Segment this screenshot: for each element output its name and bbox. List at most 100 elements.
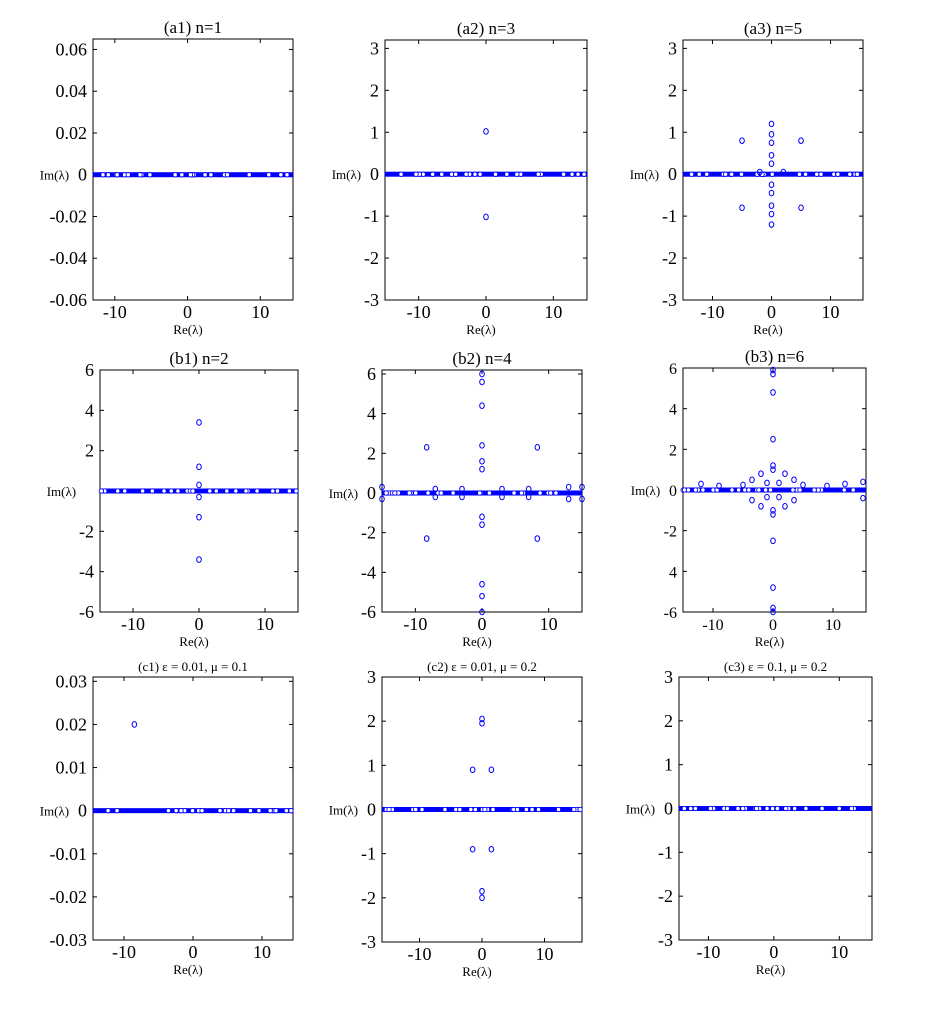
panel-4: (b1) n=2 -10 0 10 -6 -4 -2 2 4 6 Im(λ) Re(λ) xyxy=(47,349,299,649)
y-axis-label: Im(λ) xyxy=(631,483,660,498)
band-marker xyxy=(511,490,517,496)
x-axis-label: Re(λ) xyxy=(462,634,491,649)
data-point xyxy=(776,479,782,487)
data-point xyxy=(770,370,776,378)
band-marker xyxy=(213,488,219,494)
data-point xyxy=(499,493,505,501)
y-tick-label: -1 xyxy=(658,842,673,862)
panel-7: (c1) ε = 0.01, μ = 0.1 -10 0 10 -0.03 -0.02 -0… xyxy=(40,659,294,977)
data-point xyxy=(423,444,430,451)
band-marker xyxy=(796,171,803,177)
panel-5: (b2) n=4 -10 0 10 -6 -4 -2 0 2 4 6 Im(λ) Re(λ) xyxy=(329,349,585,649)
band-marker xyxy=(477,490,483,496)
band-marker xyxy=(419,806,425,813)
band-marker xyxy=(482,806,488,813)
band-marker xyxy=(256,808,262,814)
band-marker xyxy=(818,171,824,177)
data-point xyxy=(479,720,485,727)
x-tick-label: 10 xyxy=(256,614,274,634)
real-axis-eigenvalue-band xyxy=(100,488,298,494)
real-axis-eigenvalue-band xyxy=(385,171,587,177)
data-point xyxy=(479,715,485,723)
data-point xyxy=(479,521,485,529)
data-point xyxy=(579,495,585,503)
band-marker xyxy=(173,808,179,814)
y-tick-label: 6 xyxy=(367,364,376,384)
y-axis-label: Im(λ) xyxy=(626,802,655,817)
x-tick-label: 0 xyxy=(183,302,192,322)
x-tick-label: 0 xyxy=(195,614,204,634)
y-tick-label: 4 xyxy=(669,402,677,419)
band-marker xyxy=(735,805,741,812)
x-tick-label: 0 xyxy=(189,942,198,962)
band-marker xyxy=(165,808,172,814)
panel-6: (b3) n=6 -10 0 10 -6 4 -2 0 2 4 6 Im(λ) Re(λ) xyxy=(631,347,867,649)
band-marker xyxy=(207,488,213,494)
data-point xyxy=(483,128,489,135)
x-tick-label: -10 xyxy=(701,302,725,322)
x-tick-label: 10 xyxy=(825,617,841,634)
y-tick-label: 4 xyxy=(669,564,677,581)
data-point xyxy=(479,402,485,410)
panel-title: (c3) ε = 0.1, μ = 0.2 xyxy=(724,659,827,674)
band-marker xyxy=(740,805,746,812)
band-marker xyxy=(811,487,817,493)
band-marker xyxy=(854,171,860,177)
y-tick-label: -0.02 xyxy=(50,887,88,907)
band-marker xyxy=(560,171,567,177)
data-point xyxy=(824,482,830,490)
x-tick-label: 10 xyxy=(540,614,558,634)
band-marker xyxy=(707,805,714,812)
data-point xyxy=(698,480,704,488)
y-tick-label: 0 xyxy=(78,165,87,185)
panel-title: (a3) n=5 xyxy=(744,19,802,38)
band-marker xyxy=(453,171,459,177)
data-point xyxy=(770,435,776,443)
band-marker xyxy=(472,806,479,813)
data-point xyxy=(768,139,775,147)
band-marker xyxy=(783,805,789,812)
band-marker xyxy=(267,808,273,814)
data-point xyxy=(768,120,775,128)
data-point xyxy=(758,502,764,510)
panel-title: (b3) n=6 xyxy=(745,347,804,366)
data-point xyxy=(716,482,722,490)
y-tick-label: -2 xyxy=(664,524,677,541)
x-tick-label: -10 xyxy=(403,614,427,634)
data-point xyxy=(791,496,797,504)
band-marker xyxy=(286,488,293,494)
real-axis-eigenvalue-band xyxy=(683,487,866,493)
y-axis-label: Im(λ) xyxy=(329,803,358,818)
y-axis-label: Im(λ) xyxy=(630,167,659,182)
y-tick-label: 0.06 xyxy=(56,39,88,59)
band-marker xyxy=(681,805,687,812)
y-tick-label: 0.01 xyxy=(56,758,88,778)
band-marker xyxy=(450,490,456,496)
y-tick-label: -2 xyxy=(364,248,379,268)
band-marker xyxy=(700,487,706,493)
band-marker xyxy=(438,490,444,496)
band-marker xyxy=(98,488,105,494)
data-point xyxy=(800,481,806,489)
data-point xyxy=(525,485,532,493)
data-point xyxy=(196,513,202,521)
band-marker xyxy=(523,806,530,813)
y-tick-label: 2 xyxy=(669,442,677,459)
data-point xyxy=(432,493,439,501)
y-tick-label: 0 xyxy=(370,164,379,184)
data-point xyxy=(534,444,541,451)
data-point xyxy=(798,137,804,144)
data-point xyxy=(770,584,776,591)
data-point xyxy=(770,507,776,514)
band-marker xyxy=(233,488,239,494)
panel-title: (b1) n=2 xyxy=(169,349,228,368)
axes-frame xyxy=(682,39,864,301)
band-marker xyxy=(486,490,493,496)
band-marker xyxy=(105,808,111,814)
y-tick-label: 0 xyxy=(664,799,673,819)
y-tick-label: -4 xyxy=(79,562,94,582)
x-tick-label: -10 xyxy=(702,617,723,634)
band-marker xyxy=(202,172,208,178)
data-point xyxy=(798,204,804,212)
y-tick-label: 0.02 xyxy=(56,123,88,143)
